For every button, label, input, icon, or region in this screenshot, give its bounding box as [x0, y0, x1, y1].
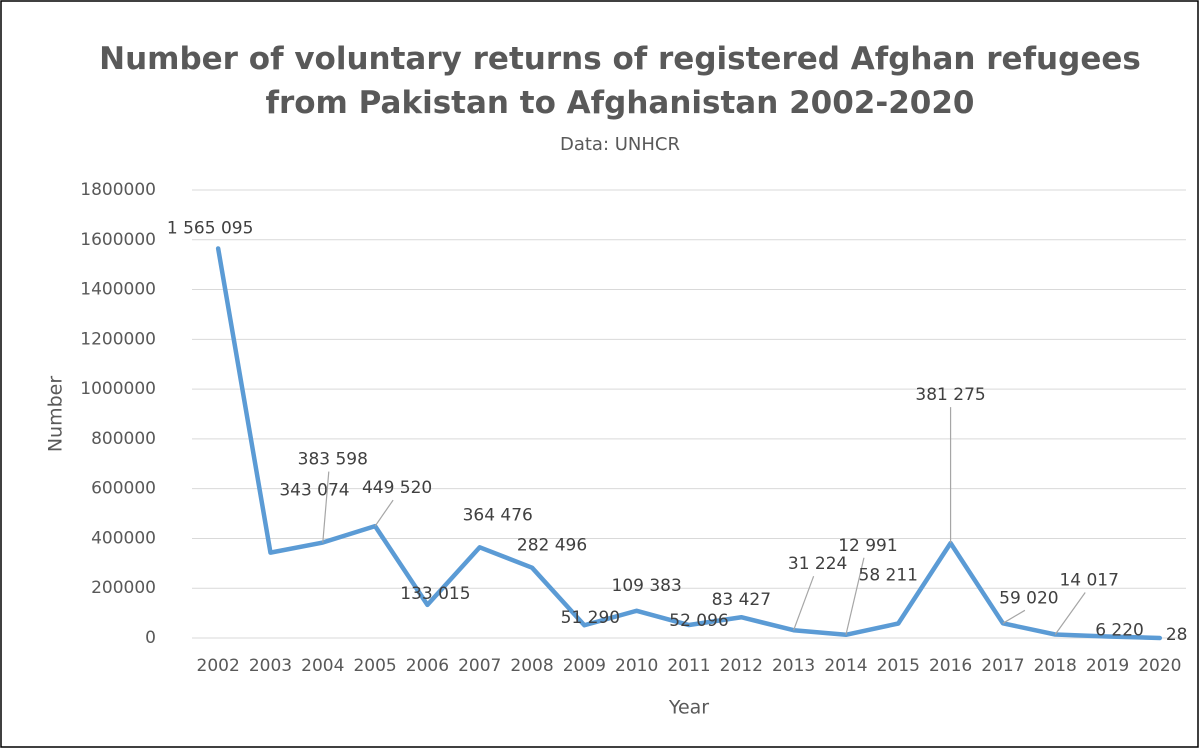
data-label: 83 427	[712, 590, 771, 610]
data-label: 383 598	[298, 450, 368, 470]
data-label: 1 565 095	[167, 218, 254, 238]
y-tick-label: 1200000	[80, 329, 156, 349]
y-tick-label: 1800000	[80, 180, 156, 200]
y-axis-label: Number	[45, 376, 67, 453]
x-tick-label: 2005	[353, 656, 396, 676]
x-tick-label: 2010	[615, 656, 658, 676]
leader-line	[793, 576, 815, 631]
y-tick-label: 1000000	[80, 379, 156, 399]
chart-subtitle: Data: UNHCR	[560, 134, 680, 155]
leader-line	[374, 499, 394, 527]
data-label: 109 383	[612, 576, 682, 596]
data-label: 52 096	[669, 611, 728, 631]
x-tick-label: 2013	[772, 656, 815, 676]
x-tick-label: 2017	[981, 656, 1024, 676]
data-label: 6 220	[1095, 620, 1144, 640]
data-label: 364 476	[463, 505, 533, 525]
data-label: 58 211	[859, 566, 918, 586]
data-label: 449 520	[362, 478, 432, 498]
data-label: 59 020	[999, 588, 1058, 608]
x-tick-label: 2009	[563, 656, 606, 676]
x-tick-label: 2004	[301, 656, 344, 676]
y-tick-label: 1600000	[80, 230, 156, 250]
y-tick-label: 600000	[91, 479, 156, 499]
chart-title: Number of voluntary returns of registere…	[99, 41, 1141, 121]
data-label: 51 290	[561, 608, 620, 628]
y-tick-label: 800000	[91, 429, 156, 449]
x-tick-label: 2019	[1086, 656, 1129, 676]
data-label: 133 015	[400, 584, 470, 604]
leader-line	[322, 471, 330, 543]
x-tick-label: 2007	[458, 656, 501, 676]
x-tick-label: 2011	[667, 656, 710, 676]
x-tick-label: 2015	[877, 656, 920, 676]
x-tick-label: 2018	[1034, 656, 1077, 676]
data-label: 381 275	[915, 385, 985, 405]
y-tick-label: 1400000	[80, 280, 156, 300]
x-tick-label: 2003	[249, 656, 292, 676]
data-label: 12 991	[838, 536, 897, 556]
data-label: 343 074	[279, 481, 349, 501]
x-tick-label: 2014	[824, 656, 867, 676]
x-tick-label: 2006	[406, 656, 449, 676]
x-axis-label: Year	[668, 697, 709, 719]
data-label: 31 224	[788, 554, 847, 574]
leader-line	[1002, 609, 1026, 624]
y-tick-label: 200000	[91, 578, 156, 598]
data-label: 28	[1166, 625, 1188, 645]
x-tick-label: 2008	[510, 656, 553, 676]
x-tick-label: 2020	[1138, 656, 1181, 676]
y-tick-label: 0	[145, 628, 156, 648]
x-tick-label: 2016	[929, 656, 972, 676]
leader-line	[845, 557, 865, 635]
x-tick-label: 2012	[720, 656, 763, 676]
y-tick-label: 400000	[91, 528, 156, 548]
data-label: 282 496	[517, 536, 587, 556]
x-tick-label: 2002	[197, 656, 240, 676]
leader-line	[1054, 592, 1086, 635]
data-label: 14 017	[1059, 571, 1118, 591]
